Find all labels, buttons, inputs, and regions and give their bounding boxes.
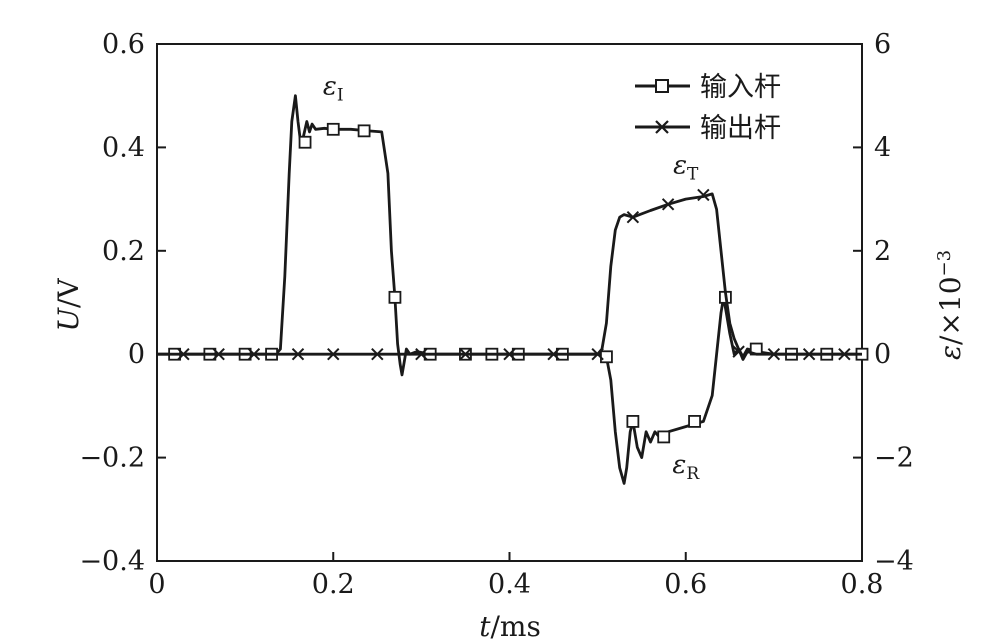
- legend: 输入杆 输出杆: [635, 72, 781, 144]
- data-point-x: [732, 345, 745, 358]
- data-point-x: [547, 347, 560, 361]
- annotation-R: εR: [672, 450, 700, 484]
- y2-tick-label: −4: [874, 546, 914, 577]
- ticks: 0 0.2 0.4 0.6 0.8 −0.4 −0.2 0 0.2 0.4 0.6 −4 −2 0 2 4 6: [79, 29, 913, 600]
- legend-marker-x: [655, 120, 669, 134]
- annotation-I: εI: [323, 72, 344, 106]
- data-point-square: [626, 415, 640, 428]
- x-tick-label: 0: [148, 569, 165, 600]
- legend-label-input: 输入杆: [700, 72, 781, 103]
- data-point-square: [388, 290, 402, 304]
- data-point-x: [291, 347, 305, 361]
- data-point-x: [626, 210, 640, 224]
- data-point-x: [415, 347, 428, 361]
- x-tick-label: 0.2: [312, 569, 355, 600]
- data-point-square: [357, 124, 371, 138]
- y2-tick-label: 6: [874, 29, 891, 60]
- y-tick-label: −0.4: [79, 546, 145, 577]
- series-layer: [157, 94, 869, 485]
- x-axis-label: t/ms: [479, 610, 541, 642]
- y-axis-label: U/V: [52, 278, 85, 332]
- y-tick-label: 0.2: [102, 236, 145, 267]
- data-point-square: [600, 350, 613, 364]
- y2-tick-label: −2: [874, 443, 914, 474]
- data-point-x: [212, 347, 225, 361]
- data-point-square: [298, 135, 312, 149]
- data-point-x: [767, 347, 781, 361]
- x-tick-label: 0.6: [664, 569, 707, 600]
- x-tick-label: 0.8: [841, 569, 884, 600]
- y-tick-label: 0.6: [102, 29, 145, 60]
- y2-tick-label: 2: [874, 236, 891, 267]
- data-point-x: [697, 188, 710, 202]
- y-tick-label: 0: [128, 339, 145, 370]
- data-point-x: [838, 347, 851, 361]
- data-point-square: [657, 430, 671, 444]
- data-point-x: [247, 347, 261, 361]
- legend-marker-square: [655, 79, 669, 93]
- y-tick-label: 0.4: [102, 132, 145, 163]
- data-point-x: [459, 347, 472, 361]
- y2-tick-label: 4: [874, 132, 891, 163]
- y-tick-label: −0.2: [79, 443, 145, 474]
- data-point-x: [802, 347, 816, 361]
- data-point-x: [371, 347, 384, 361]
- y2-tick-label: 0: [874, 339, 891, 370]
- series-line-1: [157, 192, 862, 361]
- data-point-x: [327, 347, 340, 361]
- y2-axis-label: ε/×10−3: [934, 250, 968, 360]
- series-line-0: [157, 94, 862, 485]
- annotations: εI εT εR: [323, 72, 700, 484]
- data-point-x: [591, 347, 604, 361]
- x-tick-label: 0.4: [488, 569, 531, 600]
- data-point-square: [688, 415, 701, 428]
- data-point-x: [503, 347, 516, 361]
- data-point-square: [326, 122, 340, 136]
- legend-label-output: 输出杆: [700, 113, 781, 144]
- data-point-x: [661, 198, 675, 211]
- data-point-x: [177, 347, 190, 361]
- annotation-T: εT: [673, 150, 699, 184]
